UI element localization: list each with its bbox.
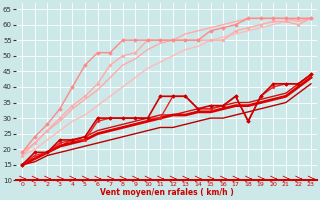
X-axis label: Vent moyen/en rafales ( km/h ): Vent moyen/en rafales ( km/h ) xyxy=(100,188,234,197)
